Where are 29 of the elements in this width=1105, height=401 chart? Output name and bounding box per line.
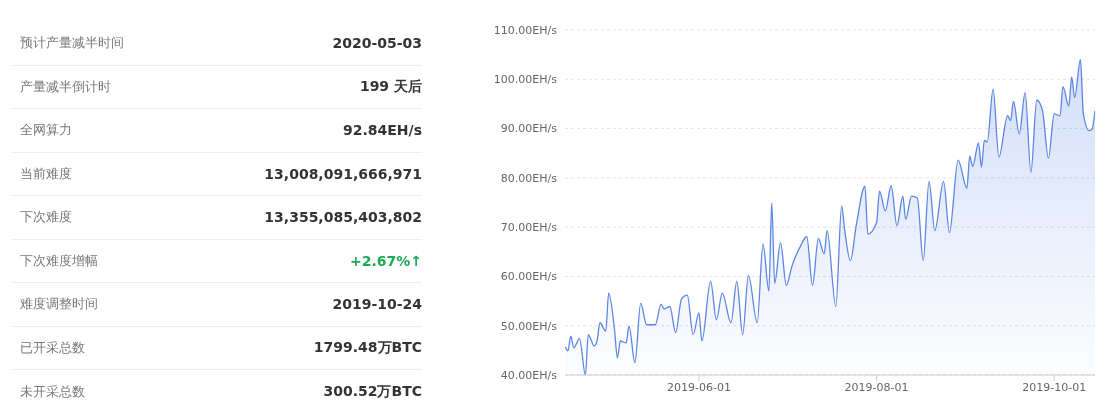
category-label: 产量减半倒计时 [20,77,111,96]
text: 1799.48万BTC [313,338,422,355]
text: 2020-05-03 [332,35,422,52]
category-label: 全网算力 [20,121,72,140]
y-tick-label: 80.00EH/s [500,171,558,185]
y-tick-label: 70.00EH/s [500,221,558,235]
category-label: 当前难度 [20,164,72,183]
category-label: 已开采总数 [20,338,85,357]
text: 13,355,085,403,802 [264,209,422,226]
y-tick-label: 100.00EH/s [493,73,558,87]
text: 92.84EH/s [342,122,422,139]
x-tick-label: 2019-08-01 [844,380,909,394]
x-tick-label: 2019-10-01 [1022,380,1087,394]
category-label: 下次难度增幅 [20,251,98,270]
text: 13,008,091,666,971 [264,165,422,182]
x-tick-label: 2019-06-01 [666,380,731,394]
text: 199 天后 [359,77,422,94]
y-tick-label: 90.00EH/s [500,122,558,136]
y-tick-label: 40.00EH/s [500,368,558,382]
category-label: 未开采总数 [20,382,85,401]
text: +2.67%↑ [349,252,422,269]
category-label: 预计产量减半时间 [20,34,124,53]
text: 2019-10-24 [332,296,422,313]
y-tick-label: 60.00EH/s [500,270,558,284]
y-tick-label: 50.00EH/s [500,319,558,333]
y-tick-label: 110.00EH/s [493,23,558,37]
category-label: 难度调整时间 [20,295,98,314]
category-label: 下次难度 [20,208,72,227]
text: 300.52万BTC [323,382,422,399]
